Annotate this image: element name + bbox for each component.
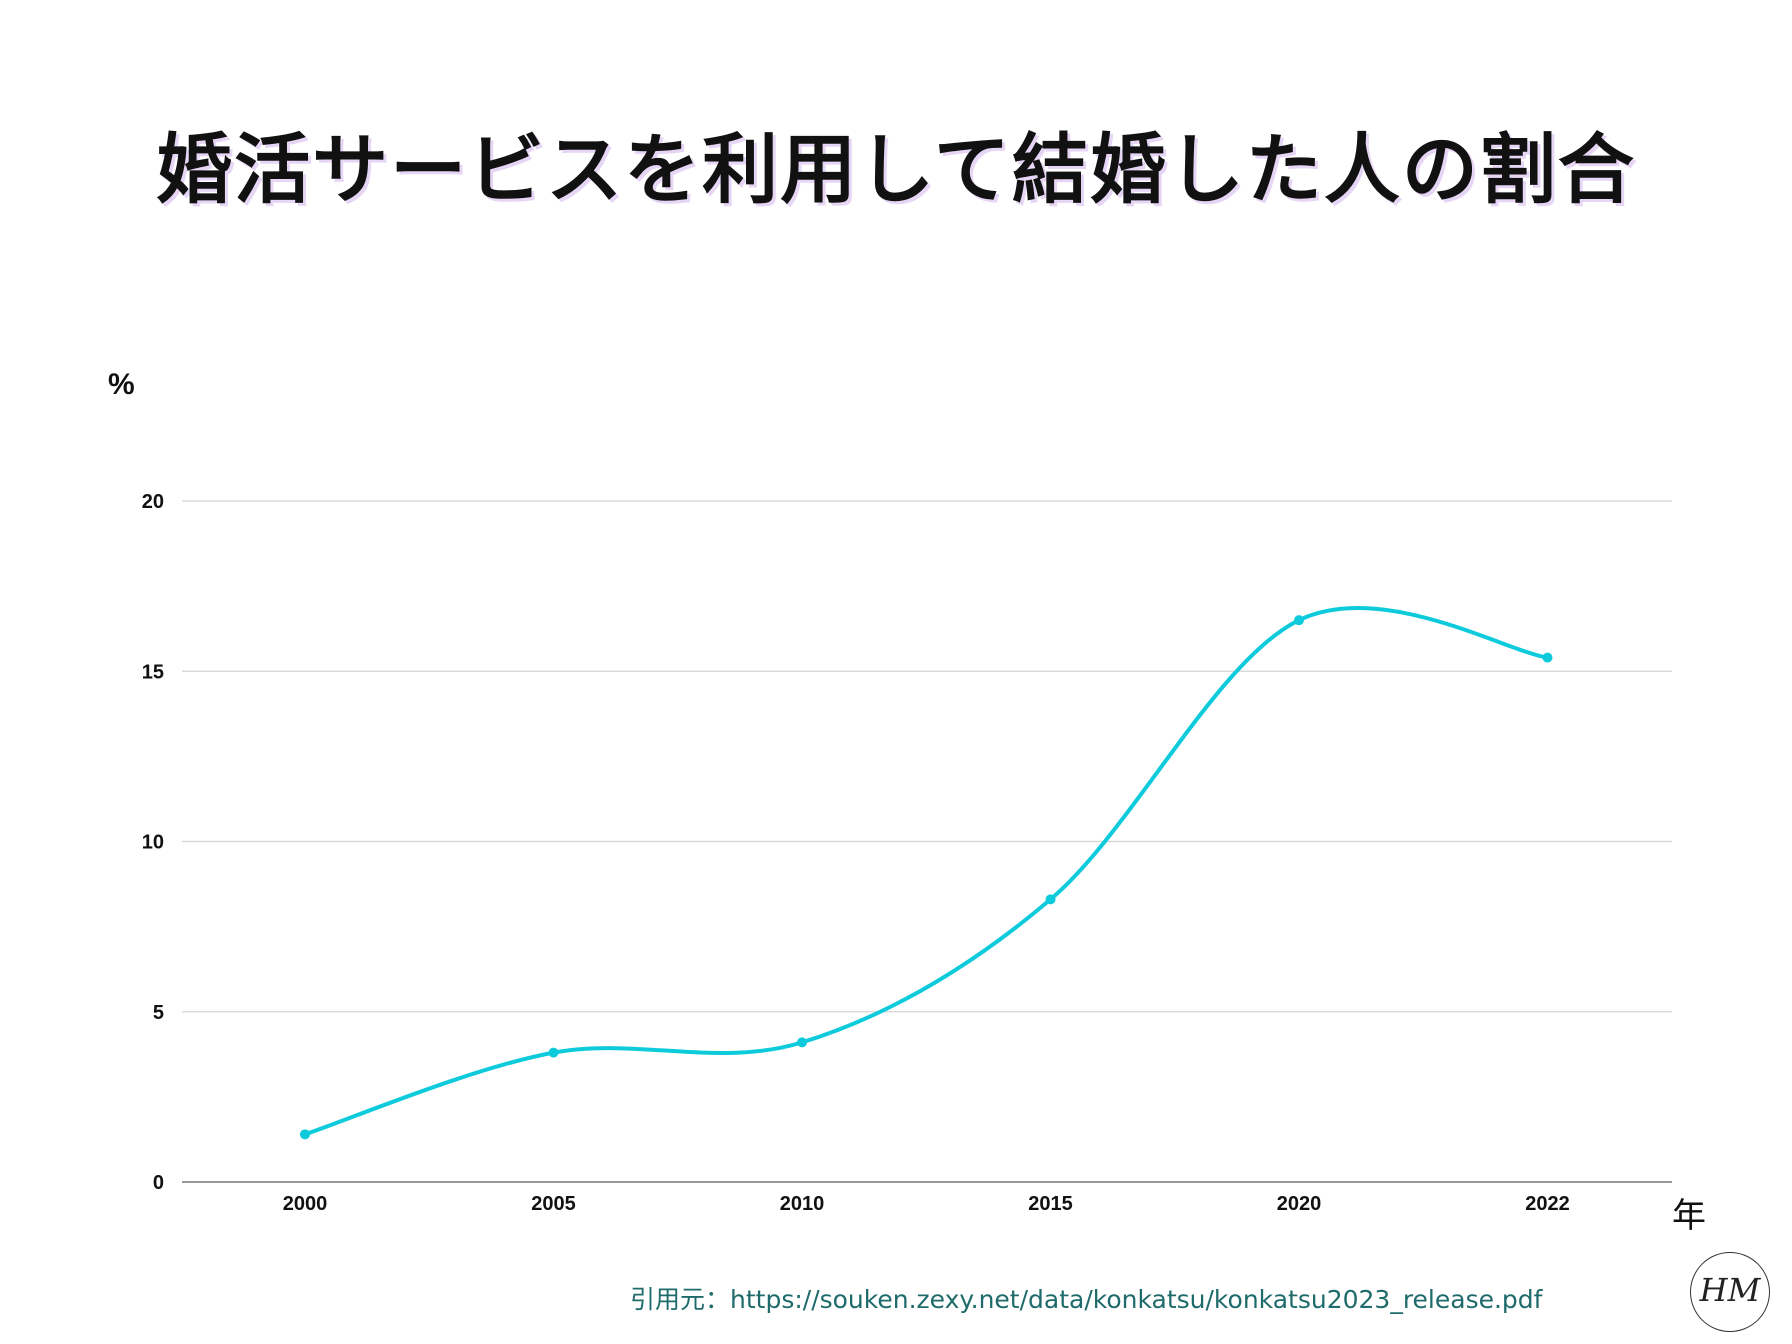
y-tick-label: 20 [142, 491, 164, 513]
data-point [797, 1037, 807, 1048]
y-axis-unit: % [108, 368, 135, 401]
x-axis-unit: 年 [1672, 1196, 1706, 1236]
data-point [1542, 652, 1553, 663]
x-tick-label: 2015 [1028, 1193, 1073, 1215]
y-tick-label: 15 [142, 661, 164, 683]
x-tick-label: 2000 [283, 1193, 328, 1215]
x-tick-label: 2020 [1277, 1193, 1322, 1215]
chart-title: 婚活サービスを利用して結婚した人の割合 [156, 125, 1636, 214]
data-point [1045, 894, 1056, 905]
data-point [300, 1129, 310, 1140]
x-tick-label: 2022 [1525, 1193, 1570, 1215]
series-line [303, 605, 1550, 1137]
source-citation: 引用元：https://souken.zexy.net/data/konkats… [630, 1285, 1543, 1314]
logo-text: HM [1699, 1271, 1761, 1309]
y-tick-label: 10 [142, 832, 164, 854]
x-tick-label: 2005 [531, 1193, 576, 1215]
data-point [1294, 615, 1304, 626]
hm-logo-icon: HM [1690, 1252, 1770, 1332]
y-tick-label: 0 [153, 1172, 164, 1194]
x-tick-label: 2010 [780, 1193, 825, 1215]
data-point [548, 1047, 559, 1058]
y-tick-label: 5 [153, 1002, 164, 1024]
